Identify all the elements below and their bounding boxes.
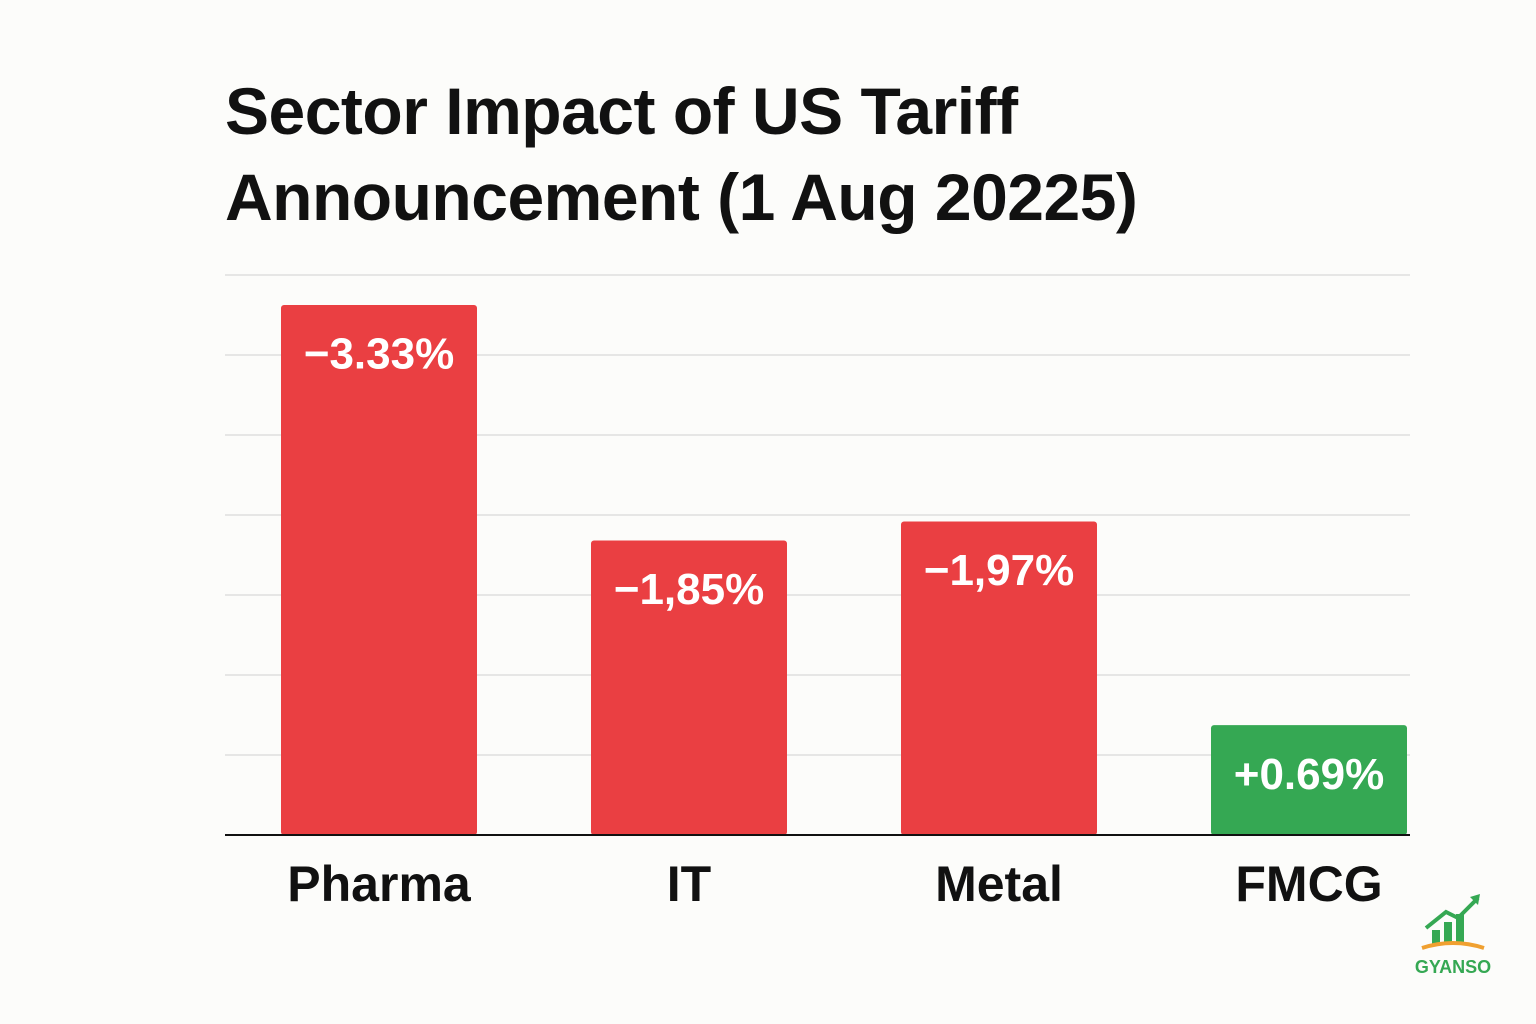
logo: GYANSO [1415,894,1491,977]
logo-bar [1444,922,1452,944]
value-label: −1,85% [614,565,764,614]
logo-arrow-head [1470,894,1480,905]
value-label: −3.33% [304,330,454,379]
value-label: +0.69% [1234,750,1384,799]
logo-bar [1432,930,1440,944]
logo-book [1421,941,1485,950]
bar [591,540,787,835]
x-tick-label: Metal [935,856,1063,912]
x-tick-label: FMCG [1235,856,1382,912]
x-tick-label: Pharma [287,856,472,912]
bar [901,521,1097,835]
logo-arrow [1424,896,1480,930]
bar [1211,725,1407,835]
value-label: −1,97% [924,546,1074,595]
logo-bar [1456,914,1464,944]
chart-title: Sector Impact of US Tariff Announcement … [225,74,1138,234]
logo-text: GYANSO [1415,957,1491,977]
x-tick-label: IT [667,856,711,912]
bar [281,305,477,835]
